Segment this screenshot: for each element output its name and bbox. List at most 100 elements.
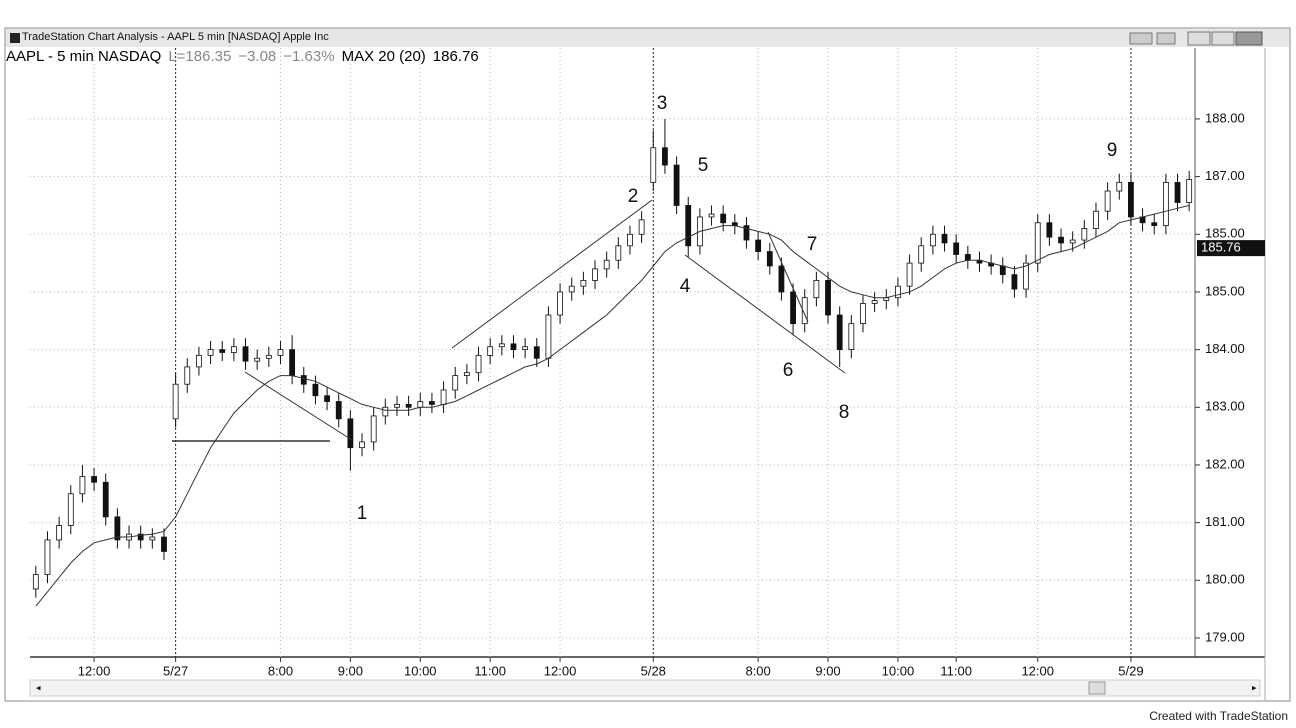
candle-body [650, 147, 657, 183]
candle-body [813, 280, 820, 299]
toolbar-button[interactable] [1156, 32, 1176, 45]
x-tick-label: 9:00 [338, 663, 363, 678]
trend-line [684, 254, 846, 374]
minimize-button[interactable] [1187, 31, 1211, 46]
candle-body [242, 346, 249, 362]
candle-body [1023, 262, 1029, 290]
x-tick-label: 12:00 [544, 663, 577, 678]
x-tick-label: 5/27 [163, 663, 188, 678]
candle-body [836, 314, 843, 351]
last-price-label: 185.76 [1201, 240, 1241, 255]
x-tick-label: 9:00 [815, 663, 840, 678]
y-tick-label: 180.00 [1205, 572, 1245, 587]
candle-body [498, 343, 505, 348]
candle-body [929, 233, 936, 247]
candle-body [417, 401, 424, 408]
candle-body [114, 516, 121, 541]
candle-body [825, 280, 831, 316]
candle-body [615, 245, 622, 261]
candle-body [533, 346, 540, 359]
candle-body [289, 349, 296, 376]
candle-body [1069, 239, 1076, 244]
candle-body [860, 303, 866, 325]
last-price-box [1197, 240, 1265, 257]
candle-body [1186, 179, 1193, 203]
candle-body [545, 314, 552, 359]
candle-body [510, 343, 517, 351]
candle-body [324, 395, 330, 402]
candle-body [277, 349, 284, 356]
candle-body [32, 574, 39, 590]
candle-body [265, 354, 272, 359]
footer: Created with TradeStation [1149, 709, 1288, 723]
close-button[interactable] [1235, 31, 1263, 46]
candle-body [1174, 181, 1181, 203]
y-tick-label: 188.00 [1205, 110, 1245, 125]
x-tick-label: 10:00 [404, 663, 437, 678]
candle-body [895, 285, 901, 299]
candle-body [440, 389, 447, 405]
maximize-button[interactable] [1211, 31, 1235, 46]
candle-body [871, 300, 878, 304]
window-title: TradeStation Chart Analysis - AAPL 5 min… [22, 31, 329, 43]
candle-body [673, 164, 680, 206]
candle-body [662, 147, 668, 166]
trend-lines [172, 199, 846, 442]
candle-body [1128, 181, 1134, 218]
candle-body [79, 476, 86, 495]
x-tick-label: 5/29 [1118, 663, 1143, 678]
candle-body [1104, 190, 1111, 212]
candle-body [382, 406, 389, 417]
annotation: 7 [807, 234, 818, 255]
candle-body [766, 251, 773, 267]
legend: AAPL - 5 min NASDAQ L=186.35 −3.08 −1.63… [6, 48, 479, 65]
candle-body [568, 285, 575, 293]
scroll-left-arrow[interactable]: ◂ [36, 682, 41, 692]
candle-body [1058, 236, 1064, 244]
candle-body [708, 213, 715, 218]
candle-body [1151, 222, 1158, 227]
y-tick-label: 187.00 [1205, 168, 1245, 183]
x-tick-label: 11:00 [940, 663, 972, 678]
change-text: −3.08 [238, 48, 277, 65]
y-tick-label: 185.00 [1205, 226, 1245, 241]
x-tick-label: 12:00 [78, 663, 111, 678]
candle-body [429, 401, 435, 405]
candle-body [219, 349, 226, 353]
candle-body [592, 268, 598, 281]
candle-body [44, 539, 51, 575]
y-tick-label: 181.00 [1205, 514, 1245, 529]
x-tick-label: 12:00 [1021, 663, 1054, 678]
scroll-thumb[interactable] [1088, 681, 1106, 695]
ma-name: MAX 20 (20) [341, 48, 426, 65]
candle-body [149, 536, 156, 541]
window-frame [4, 27, 1291, 702]
annotation: 9 [1107, 140, 1118, 161]
candle-body [580, 280, 587, 287]
candle-body [137, 533, 144, 541]
scrollbar[interactable] [29, 679, 1261, 697]
x-tick-label: 10:00 [882, 663, 915, 678]
toolbar-button[interactable] [1129, 32, 1153, 45]
x-tick-label: 11:00 [474, 663, 506, 678]
candle-body [848, 323, 855, 351]
y-tick-label: 183.00 [1205, 399, 1245, 414]
candle-body [906, 262, 913, 287]
candle-body [370, 415, 377, 443]
candle-body [1034, 222, 1041, 264]
x-tick-label: 8:00 [745, 663, 770, 678]
annotation: 4 [680, 276, 691, 297]
last-price-text: L=186.35 [168, 48, 232, 65]
candle-body [196, 354, 202, 368]
symbol: AAPL - 5 min NASDAQ [6, 48, 162, 65]
y-tick-label: 179.00 [1205, 629, 1245, 644]
candle-body [918, 245, 925, 264]
candle-body [1093, 210, 1099, 229]
x-tick-label: 8:00 [268, 663, 293, 678]
candle-body [161, 536, 167, 552]
candle-body [627, 233, 633, 247]
trend-line [451, 199, 653, 349]
scroll-right-arrow[interactable]: ▸ [1252, 682, 1257, 692]
